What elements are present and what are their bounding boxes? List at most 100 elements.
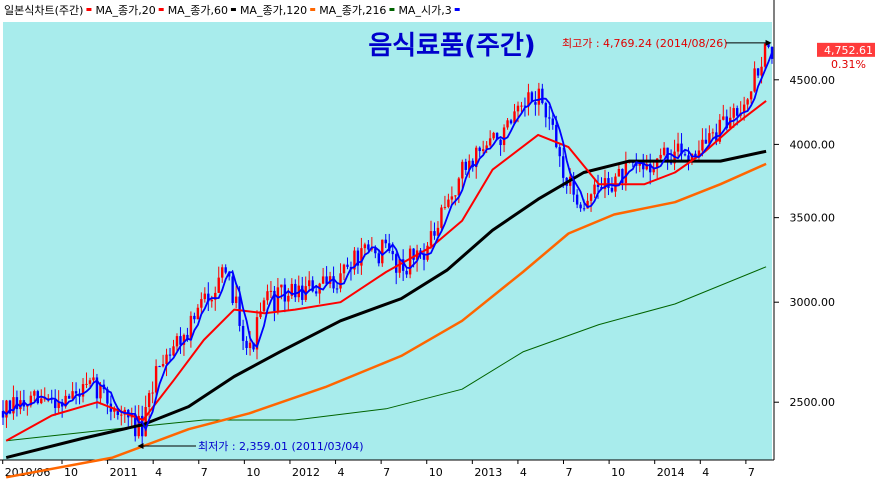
candle-body (321, 276, 325, 284)
candle-body (158, 366, 161, 368)
candle-body (165, 354, 168, 364)
candle-body (161, 363, 165, 367)
candle-body (433, 231, 436, 236)
candle-body (655, 158, 659, 168)
candle-body (621, 168, 624, 183)
candle-body (412, 248, 415, 260)
candle-body (551, 118, 554, 125)
x-tick-label: 7 (201, 466, 208, 479)
candle-body (572, 176, 575, 195)
y-tick-label: 3000.00 (790, 296, 836, 309)
candle-body (381, 239, 384, 264)
candle-body (481, 149, 485, 152)
candle-body (617, 168, 621, 177)
candle-body (214, 292, 217, 300)
legend-entry-label: MA_종가,216 (319, 4, 386, 17)
legend-entry-label: MA_종가,120 (240, 4, 307, 17)
low-annotation-arrowhead (137, 443, 144, 450)
candle-body (642, 161, 645, 170)
candle-body (704, 139, 708, 144)
candle-body (40, 398, 43, 404)
candle-body (736, 108, 739, 116)
legend-entry-swatch (389, 8, 395, 11)
candle-body (527, 92, 530, 107)
candle-body (388, 243, 391, 251)
candle-body (301, 285, 304, 300)
candle-body (47, 398, 50, 400)
candle-body (377, 253, 381, 264)
candle-body (516, 105, 520, 112)
candle-body (718, 119, 722, 142)
candle-body (680, 143, 683, 155)
candle-body (520, 105, 523, 107)
x-tick-label: 2012 (292, 466, 320, 479)
candle-body (19, 400, 22, 410)
candle-body (575, 194, 579, 205)
candle-body (294, 283, 297, 298)
legend-entry-label: MA_시가,3 (398, 4, 451, 17)
candle-body (203, 293, 207, 300)
candle-body (5, 400, 8, 418)
candle-body (116, 409, 120, 415)
candle-body (763, 43, 767, 67)
candle-body (555, 124, 558, 148)
candle-body (506, 120, 509, 128)
candle-body (255, 317, 259, 350)
candle-body (113, 409, 116, 412)
ma120-line (5, 162, 767, 479)
candle-body (179, 336, 182, 345)
candle-body (328, 276, 332, 284)
last-value-badge (817, 42, 875, 57)
candle-body (356, 250, 360, 266)
candle-body (485, 145, 488, 150)
candle-body (182, 334, 186, 345)
candle-body (701, 139, 704, 151)
candle-body (335, 288, 339, 290)
candle-body (454, 195, 457, 197)
candle-body (269, 290, 273, 292)
legend-entry-label: MA_종가,60 (168, 4, 228, 17)
x-tick-label: 10 (429, 466, 443, 479)
candle-body (436, 227, 440, 236)
y-tick-label: 2500.00 (790, 396, 836, 409)
candle-body (624, 162, 628, 183)
candle-body (530, 92, 534, 103)
candle-body (12, 397, 15, 414)
candle-body (509, 120, 513, 124)
y-tick-label: 3500.00 (790, 212, 836, 225)
legend-entry-swatch (158, 8, 164, 11)
x-tick-label: 7 (566, 466, 573, 479)
candle-body (144, 406, 147, 437)
candle-body (273, 290, 276, 312)
candle-body (71, 391, 74, 399)
candle-body (53, 399, 57, 409)
candle-body (67, 395, 71, 399)
candle-body (196, 307, 200, 320)
x-tick-label: 4 (520, 466, 527, 479)
candle-body (746, 99, 749, 105)
candle-body (589, 194, 593, 201)
candle-body (398, 259, 401, 273)
candle-body (582, 208, 586, 210)
candle-body (106, 389, 109, 404)
candle-body (586, 200, 589, 209)
candle-body (92, 377, 95, 381)
candle-body (394, 254, 398, 273)
candle-body (210, 299, 213, 302)
x-tick-label: 4 (338, 466, 345, 479)
candle-body (607, 178, 610, 188)
candle-body (325, 276, 328, 284)
candle-body (200, 299, 203, 308)
candle-body (374, 248, 377, 254)
candle-body (248, 342, 252, 349)
ma3-open-line (2, 52, 773, 432)
candle-body (534, 102, 537, 105)
candle-body (168, 354, 172, 356)
candle-body (541, 88, 544, 104)
legend-entry-swatch (230, 8, 236, 11)
candle-body (408, 248, 412, 275)
candle-body (464, 161, 467, 170)
x-tick-label: 4 (702, 466, 709, 479)
